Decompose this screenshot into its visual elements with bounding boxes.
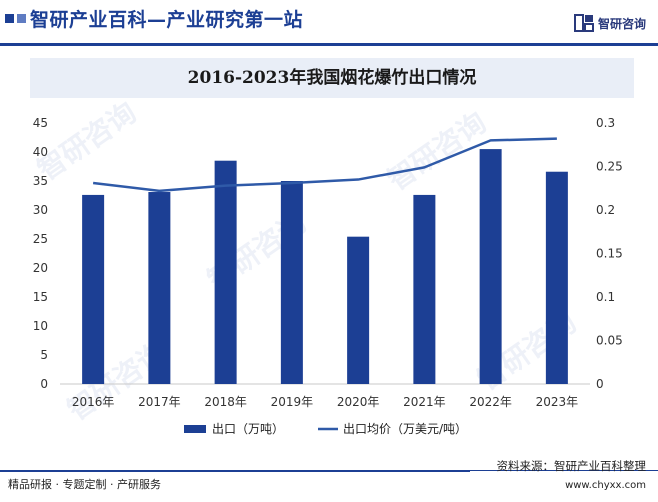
y-right-tick-label: 0.15 — [596, 247, 623, 261]
y-left-tick-label: 35 — [33, 174, 48, 188]
bar — [214, 160, 237, 384]
y-left-tick-label: 25 — [33, 232, 48, 246]
footer-divider-accent — [0, 470, 470, 472]
x-tick-label: 2021年 — [403, 395, 446, 409]
y-right-tick-label: 0.2 — [596, 203, 615, 217]
x-tick-label: 2022年 — [469, 395, 512, 409]
y-right-tick-label: 0.25 — [596, 160, 623, 174]
y-right-tick-label: 0.1 — [596, 290, 615, 304]
legend-label-export: 出口（万吨） — [212, 422, 284, 436]
y-left-tick-label: 45 — [33, 116, 48, 130]
bar — [545, 171, 568, 384]
y-right-tick-label: 0.05 — [596, 334, 623, 348]
y-right-tick-label: 0 — [596, 377, 604, 391]
x-tick-label: 2018年 — [204, 395, 247, 409]
y-left-tick-label: 20 — [33, 261, 48, 275]
header-bar: 智研产业百科—产业研究第一站 智研咨询 — [0, 0, 658, 44]
y-left-tick-label: 5 — [40, 348, 48, 362]
zhiyan-logo-icon — [573, 14, 594, 32]
bar — [82, 194, 105, 384]
x-tick-label: 2019年 — [271, 395, 314, 409]
legend-swatch-bar — [184, 425, 206, 433]
chart-title-band: 2016-2023年我国烟花爆竹出口情况 — [30, 58, 634, 98]
bar — [347, 236, 370, 384]
y-left-tick-label: 0 — [40, 377, 48, 391]
y-left-tick-label: 10 — [33, 319, 48, 333]
bar — [413, 194, 436, 384]
header-square-icon — [17, 14, 26, 23]
bar — [280, 181, 303, 384]
x-tick-label: 2020年 — [337, 395, 380, 409]
y-right-tick-label: 0.3 — [596, 116, 615, 130]
x-tick-label: 2016年 — [72, 395, 115, 409]
x-tick-label: 2017年 — [138, 395, 181, 409]
footer-url: www.chyxx.com — [565, 480, 646, 491]
bar — [148, 192, 171, 384]
brand: 智研咨询 — [573, 13, 646, 33]
header-title: 智研产业百科—产业研究第一站 — [30, 9, 304, 31]
y-left-tick-label: 15 — [33, 290, 48, 304]
brand-name: 智研咨询 — [597, 16, 646, 31]
chart-title: 2016-2023年我国烟花爆竹出口情况 — [187, 68, 477, 88]
bar — [479, 149, 502, 384]
footer-tagline: 精品研报 · 专题定制 · 产研服务 — [8, 478, 161, 491]
footer-source: 资料来源：智研产业百科整理 — [496, 459, 647, 473]
line-series-price — [92, 137, 557, 193]
legend-label-price: 出口均价（万美元/吨） — [343, 422, 467, 436]
x-tick-label: 2023年 — [536, 395, 579, 409]
y-left-tick-label: 40 — [33, 145, 48, 159]
y-left-tick-label: 30 — [33, 203, 48, 217]
header-square-icon — [5, 14, 14, 23]
header-divider — [0, 43, 658, 46]
